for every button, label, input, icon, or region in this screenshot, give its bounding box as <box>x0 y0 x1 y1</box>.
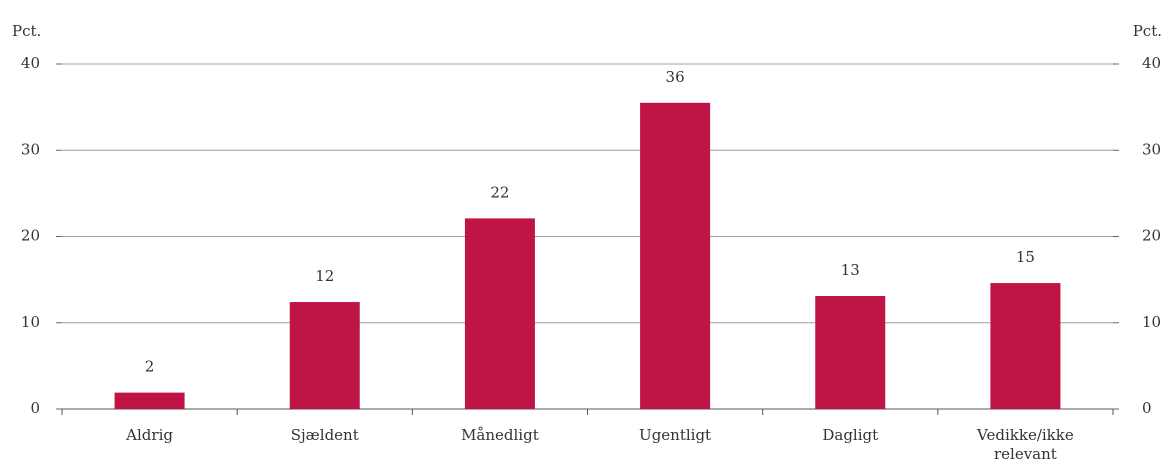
x-tick-label-box: Månedligt <box>461 426 539 444</box>
value-label: 12 <box>315 267 334 285</box>
x-tick-label-box: Dagligt <box>822 426 879 444</box>
bar <box>464 218 535 409</box>
x-tick-label-box: Vedikke/ikke relevant <box>977 426 1074 463</box>
x-tick-label: Vedikke/ikke relevant <box>977 426 1074 463</box>
y2-tick-label: 0 <box>1142 399 1152 417</box>
x-tick-label-box: Sjældent <box>290 426 359 444</box>
y-tick-label: 10 <box>21 313 40 331</box>
y2-tick-label: 30 <box>1142 140 1161 158</box>
y2-axis-label: Pct. <box>1133 22 1162 40</box>
y2-tick-label: 10 <box>1142 313 1161 331</box>
x-tick-label: Ugentligt <box>639 426 712 444</box>
value-label: 15 <box>1016 248 1035 266</box>
x-tick-label: Dagligt <box>822 426 879 444</box>
y-tick-label: 40 <box>21 54 40 72</box>
x-tick-label-box: Ugentligt <box>639 426 712 444</box>
x-tick-label-box: Aldrig <box>126 426 173 444</box>
value-label: 13 <box>841 261 860 279</box>
y-axis-label: Pct. <box>12 22 41 40</box>
y2-tick-label: 40 <box>1142 54 1161 72</box>
bar <box>114 392 185 409</box>
y-tick-label: 0 <box>30 399 40 417</box>
x-tick-label: Månedligt <box>461 426 539 444</box>
x-tick-label: Sjældent <box>290 426 359 444</box>
value-label: 36 <box>666 68 685 86</box>
y2-tick-label: 20 <box>1142 227 1161 245</box>
bar <box>815 296 886 409</box>
bar <box>289 302 360 409</box>
x-tick-label: Aldrig <box>126 426 173 444</box>
y-tick-label: 20 <box>21 227 40 245</box>
value-label: 2 <box>145 358 155 376</box>
bar <box>640 102 711 409</box>
value-label: 22 <box>490 183 509 201</box>
y-tick-label: 30 <box>21 140 40 158</box>
bar <box>990 283 1061 409</box>
